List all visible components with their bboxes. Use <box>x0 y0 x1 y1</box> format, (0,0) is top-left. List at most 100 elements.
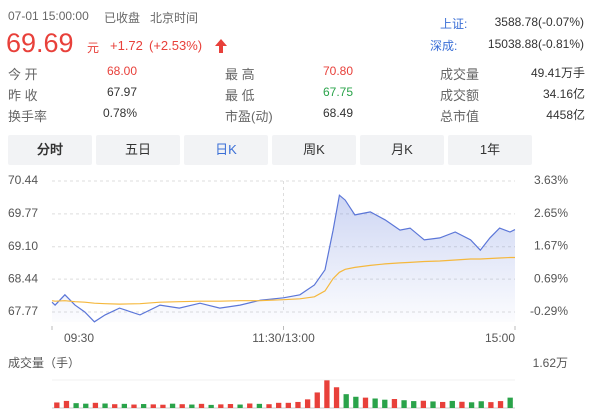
volume-bar <box>189 404 195 408</box>
stat-value: 49.41万手 <box>530 66 585 80</box>
price-area <box>52 195 515 322</box>
volume-bar <box>285 402 291 408</box>
volume-bar <box>266 404 272 408</box>
y-tick-label: 68.44 <box>8 271 38 285</box>
volume-bar <box>478 401 484 408</box>
volume-bar <box>430 401 436 408</box>
volume-bar <box>324 380 330 408</box>
tab[interactable]: 1年 <box>448 135 532 165</box>
y-tick-label: 70.44 <box>8 173 38 187</box>
currency: 元 <box>87 41 100 55</box>
volume-bar <box>304 399 311 408</box>
volume-bar <box>160 404 166 408</box>
volume-bar <box>102 403 108 408</box>
index-name[interactable]: 深成: <box>430 39 458 53</box>
volume-bar <box>391 399 398 408</box>
change-pct: (+2.53%) <box>149 38 203 53</box>
y-tick-label: 69.10 <box>8 239 38 253</box>
y-tick-label: 67.77 <box>8 304 38 318</box>
price: 69.69 <box>6 28 74 58</box>
stat-value: 68.49 <box>322 106 353 120</box>
stat-label: 总市值 <box>440 109 480 124</box>
volume-bar <box>362 397 369 408</box>
volume-bar <box>411 401 417 408</box>
volume-bar <box>92 402 99 408</box>
stat-value: 34.16亿 <box>542 87 585 101</box>
volume-bar <box>131 404 137 408</box>
tab[interactable]: 分时 <box>8 135 92 165</box>
volume-bar <box>382 399 388 408</box>
tab[interactable]: 周K <box>272 135 356 165</box>
volume-bar <box>237 404 243 408</box>
stat-label: 昨 收 <box>8 88 38 103</box>
volume-bar <box>449 400 455 408</box>
volume-bar <box>459 401 465 408</box>
y-tick-label: 1.62万 <box>533 356 568 370</box>
index-name[interactable]: 上证: <box>440 17 468 31</box>
volume-bar <box>353 396 359 408</box>
x-tick-label: 15:00 <box>485 331 515 345</box>
stat-label: 最 低 <box>225 88 255 103</box>
volume-bar <box>112 404 118 408</box>
stat-value: 0.78% <box>102 106 137 120</box>
stat-value: 67.75 <box>322 85 353 99</box>
stat-value: 67.97 <box>106 85 137 99</box>
chart-title: 成交量（手） <box>8 355 80 370</box>
change: +1.72 <box>110 38 143 53</box>
volume-bar <box>468 402 475 408</box>
y-tick-label: 69.77 <box>8 206 38 220</box>
index-value: 3588.78(-0.07%) <box>494 15 584 29</box>
volume-bar <box>169 403 176 408</box>
y2-tick-label: 0.69% <box>534 271 568 285</box>
volume-bar <box>497 401 504 408</box>
y2-tick-label: -0.29% <box>530 304 568 318</box>
stat-label: 市盈(动) <box>225 109 273 124</box>
stat-label: 成交额 <box>440 88 480 103</box>
volume-bar <box>54 402 60 408</box>
volume-bar <box>488 402 494 408</box>
status: 已收盘 <box>104 11 141 25</box>
volume-bar <box>63 400 70 408</box>
stat-value: 70.80 <box>322 64 353 78</box>
volume-bar <box>401 400 407 408</box>
x-tick-label: 09:30 <box>64 331 94 345</box>
volume-bar <box>247 403 253 408</box>
stat-label: 今 开 <box>8 67 38 82</box>
volume-bar <box>121 403 127 408</box>
stat-value: 4458亿 <box>546 108 585 122</box>
volume-bar <box>440 401 446 408</box>
tab[interactable]: 五日 <box>96 135 180 165</box>
series-line <box>51 194 516 323</box>
series-line <box>51 256 515 305</box>
stat-label: 成交量 <box>440 67 480 82</box>
volume-bar <box>218 404 224 408</box>
timezone: 北京时间 <box>150 11 199 25</box>
y2-tick-label: 1.67% <box>534 239 568 253</box>
volume-bar <box>198 403 205 408</box>
y2-tick-label: 2.65% <box>534 206 568 220</box>
stat-label: 最 高 <box>225 67 255 82</box>
volume-bar <box>343 394 349 408</box>
volume-bar <box>256 403 263 408</box>
tab[interactable]: 日K <box>184 135 268 165</box>
volume-bar <box>295 401 301 408</box>
volume-bar <box>276 402 282 408</box>
tab[interactable]: 月K <box>360 135 444 165</box>
datetime: 07-01 15:00:00 <box>8 9 89 23</box>
volume-bar <box>150 404 156 408</box>
volume-bar <box>83 403 89 408</box>
volume-bar <box>507 397 513 408</box>
volume-bar <box>372 398 378 408</box>
stat-value: 68.00 <box>106 64 137 78</box>
volume-bar <box>208 404 214 408</box>
volume-bar <box>314 392 320 408</box>
volume-bar <box>140 404 147 408</box>
volume-bar <box>227 404 234 408</box>
volume-bar <box>179 404 185 408</box>
x-tick-label: 11:30/13:00 <box>252 331 315 345</box>
up-arrow <box>215 39 227 53</box>
index-value: 15038.88(-0.81%) <box>487 37 584 51</box>
stat-label: 换手率 <box>8 109 48 124</box>
y2-tick-label: 3.63% <box>534 173 568 187</box>
